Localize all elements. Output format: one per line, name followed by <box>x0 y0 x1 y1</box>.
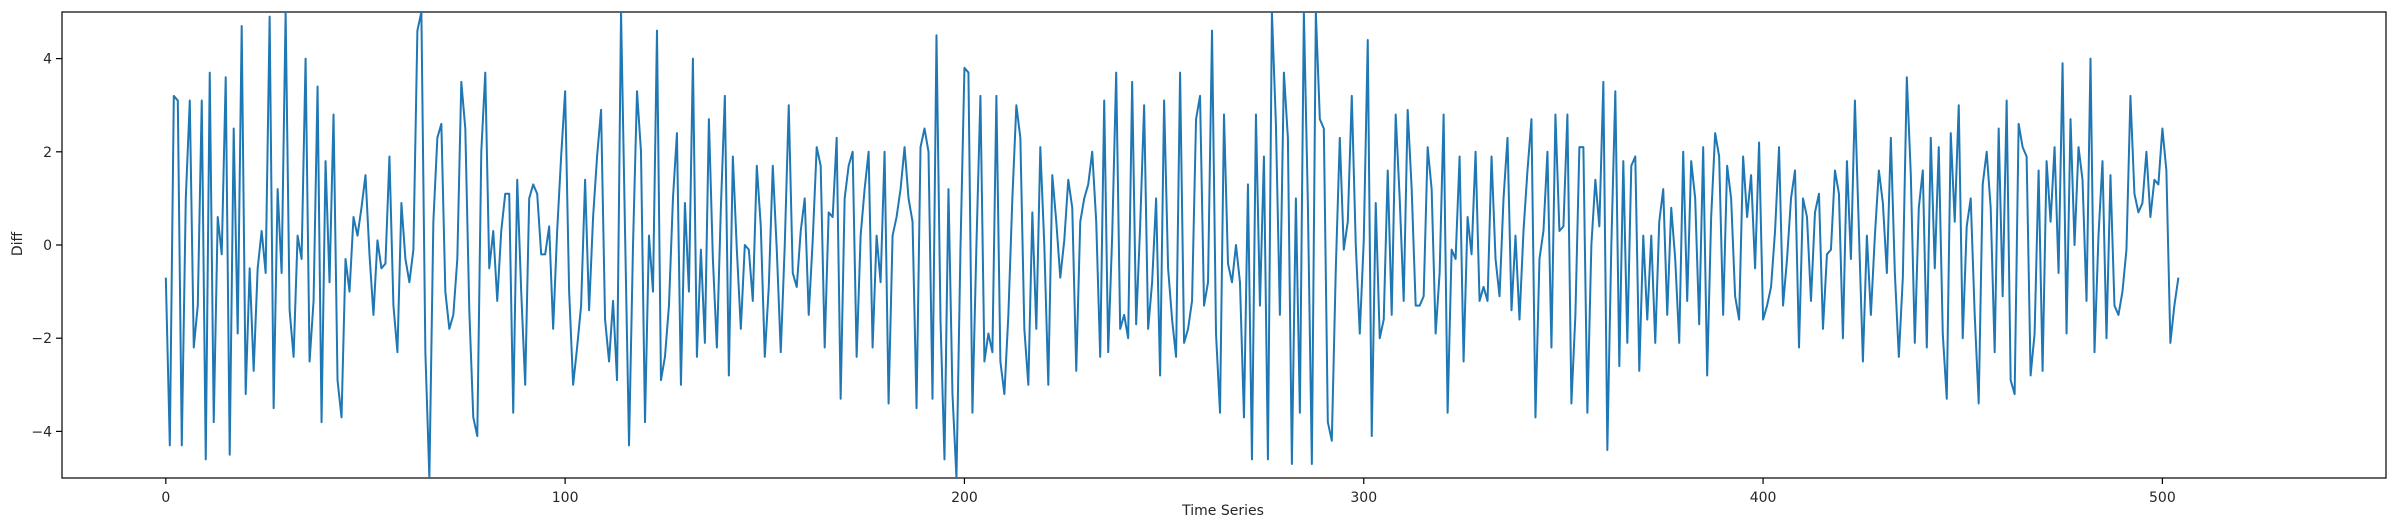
y-axis: −4 −2 0 2 4 <box>31 52 62 440</box>
x-axis: 0 100 200 300 400 500 <box>161 478 2176 506</box>
y-tick-label: 2 <box>43 145 52 161</box>
series-line-0 <box>164 12 2180 478</box>
x-tick-label: 0 <box>161 490 170 506</box>
y-tick-label: 0 <box>43 238 52 254</box>
x-tick-label: 300 <box>1350 490 1377 506</box>
series-layer <box>164 12 2180 478</box>
y-tick-label: −4 <box>31 424 52 440</box>
x-tick-label: 400 <box>1750 490 1777 506</box>
x-axis-label: Time Series <box>1181 503 1264 519</box>
y-axis-label: Diff <box>10 231 26 256</box>
x-tick-label: 200 <box>951 490 978 506</box>
x-tick-label: 500 <box>2149 490 2176 506</box>
x-tick-label: 100 <box>552 490 579 506</box>
y-tick-label: 4 <box>43 52 52 68</box>
y-tick-label: −2 <box>31 331 52 347</box>
